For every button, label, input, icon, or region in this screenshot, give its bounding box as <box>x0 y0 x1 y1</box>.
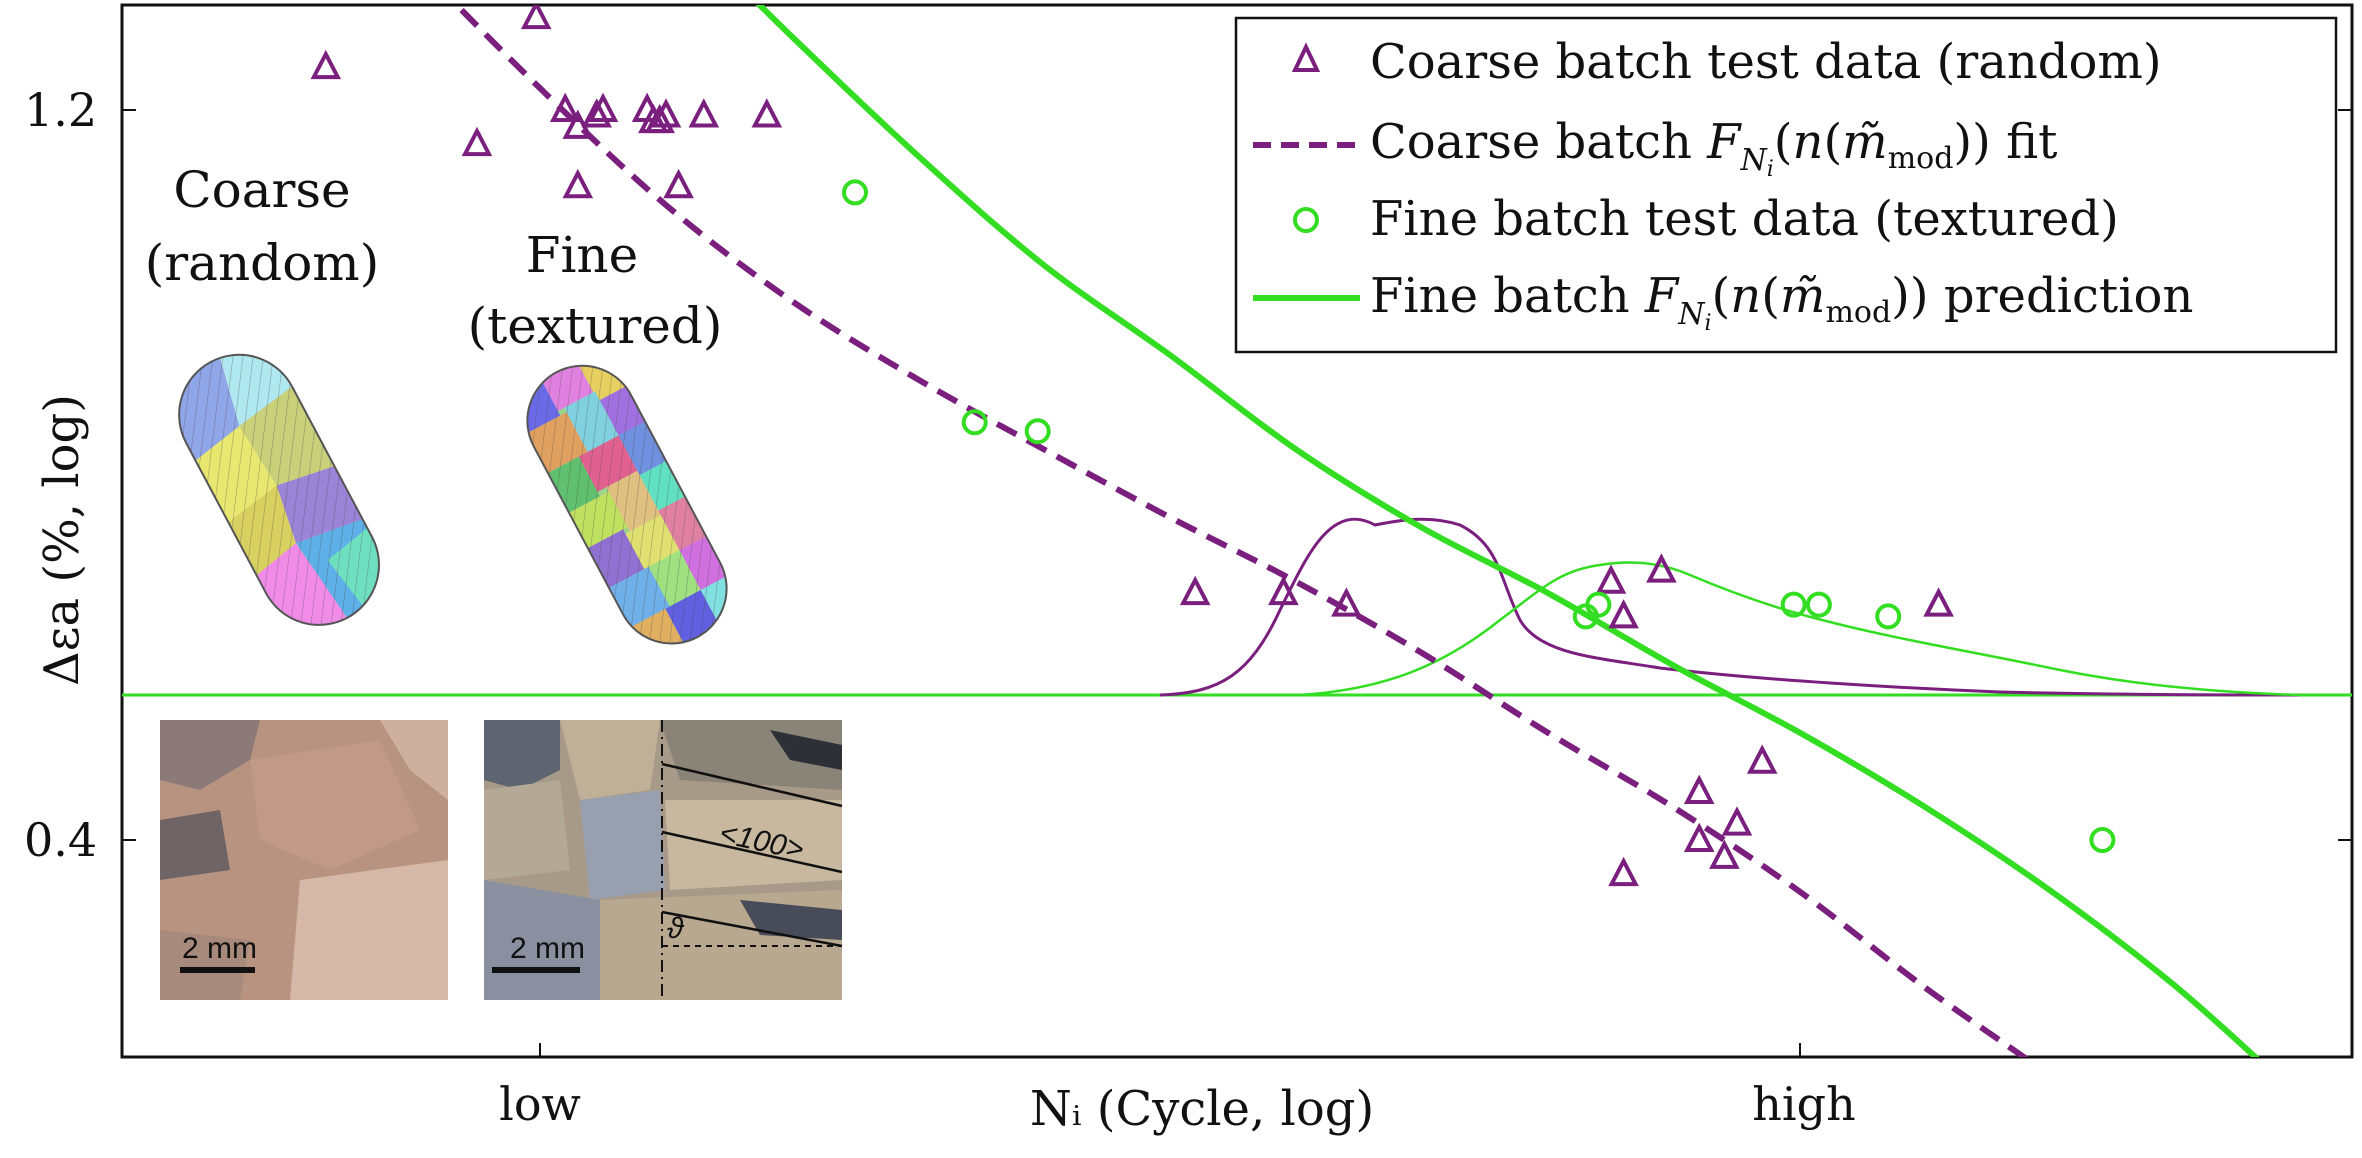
inset-coarse-title: Coarse <box>173 161 350 219</box>
legend-fine-prediction-label: Fine batch FNi(n(m̃mod)) prediction <box>1370 268 2193 336</box>
coarse-distribution-curve <box>1159 517 2301 697</box>
x-tick-label-low: low <box>499 1077 581 1131</box>
fine-data-point <box>1585 591 1612 618</box>
coarse-data-point <box>1331 587 1362 617</box>
legend-fine-prediction-suffix: prediction <box>1929 268 2194 324</box>
fine-scalebar-label: 2 mm <box>510 932 585 965</box>
fine-prediction-line <box>755 5 2260 1057</box>
coarse-grain-cylinder-image <box>158 333 401 647</box>
y-tick-label-0-4: 0.4 <box>24 813 97 867</box>
inset-fine-subtitle: (textured) <box>468 297 723 355</box>
plot-frame <box>120 3 2354 1059</box>
coarse-data-point <box>650 98 682 128</box>
x-tick-label-high: high <box>1752 1077 1855 1131</box>
y-axis-title: Δεa (%, log) <box>34 394 90 686</box>
legend: Coarse batch test data (random) Coarse b… <box>1234 16 2338 354</box>
legend-coarse-fit-prefix: Coarse batch <box>1370 114 1707 170</box>
coarse-data-point <box>751 98 783 128</box>
legend-coarse-data-label: Coarse batch test data (random) <box>1370 34 2162 90</box>
fine-data-point <box>1024 418 1051 445</box>
coarse-data-point <box>562 168 594 199</box>
coarse-data-point <box>1721 806 1753 836</box>
fit-lines <box>452 5 2260 1057</box>
legend-fine-data-label: Fine batch test data (textured) <box>1370 191 2119 247</box>
coarse-data-point <box>663 168 694 199</box>
fine-distribution-curve <box>1299 561 2301 697</box>
coarse-data-point <box>1746 744 1778 774</box>
legend-coarse-fit-label: Coarse batch FNi(n(m̃mod)) fit <box>1370 114 2057 182</box>
coarse-data-point <box>1179 575 1211 606</box>
angle-label: ϑ <box>667 912 685 945</box>
fine-data-point <box>1805 591 1832 618</box>
fine-data-point <box>2089 827 2116 853</box>
coarse-data-point <box>1709 839 1740 869</box>
legend-fine-data-marker <box>1293 207 1319 233</box>
fine-data-point <box>842 179 868 206</box>
coarse-data-point <box>688 98 720 128</box>
fine-data-point <box>1875 603 1902 630</box>
coarse-data-point <box>644 103 675 134</box>
coarse-data-point <box>1268 575 1299 606</box>
legend-coarse-data-marker <box>1291 42 1321 72</box>
x-axis-title: Nᵢ (Cycle, log) <box>1030 1081 1374 1137</box>
coarse-micrograph-image: 2 mm <box>160 720 448 1000</box>
fine-orientation-line-1 <box>661 762 843 808</box>
coarse-data-point <box>581 98 612 128</box>
fine-data-point <box>1780 591 1807 618</box>
coarse-data-point <box>1683 822 1715 852</box>
fine-micrograph-image: <100> ϑ 2 mm <box>484 720 843 1000</box>
fine-orientation-line-3 <box>661 910 843 948</box>
coarse-data-point <box>1608 599 1639 629</box>
coarse-data-point <box>1683 774 1715 804</box>
coarse-data-point <box>520 5 552 30</box>
coarse-data-point <box>1608 856 1639 887</box>
coarse-data-point <box>587 92 619 122</box>
coarse-fit-line <box>452 5 2029 1057</box>
legend-fine-prediction-prefix: Fine batch <box>1370 268 1645 324</box>
fine-data-point <box>961 409 988 436</box>
coarse-data-point <box>1646 553 1677 583</box>
y-tick-label-1-2: 1.2 <box>24 83 97 137</box>
coarse-scalebar-label: 2 mm <box>182 932 257 965</box>
fine-orientation-line-2 <box>661 830 843 874</box>
data-markers <box>310 5 2116 887</box>
coarse-data-point <box>1923 587 1954 617</box>
coarse-data-point <box>310 49 342 80</box>
coarse-data-point <box>549 92 581 122</box>
legend-coarse-fit-suffix: fit <box>1991 114 2058 170</box>
coarse-data-point <box>461 126 493 157</box>
coarse-data-point <box>1595 564 1627 594</box>
legend-box <box>1234 16 2338 354</box>
fine-grain-cylinder-image <box>508 346 746 663</box>
inset-fine-title: Fine <box>526 226 638 284</box>
inset-coarse-subtitle: (random) <box>145 234 379 292</box>
